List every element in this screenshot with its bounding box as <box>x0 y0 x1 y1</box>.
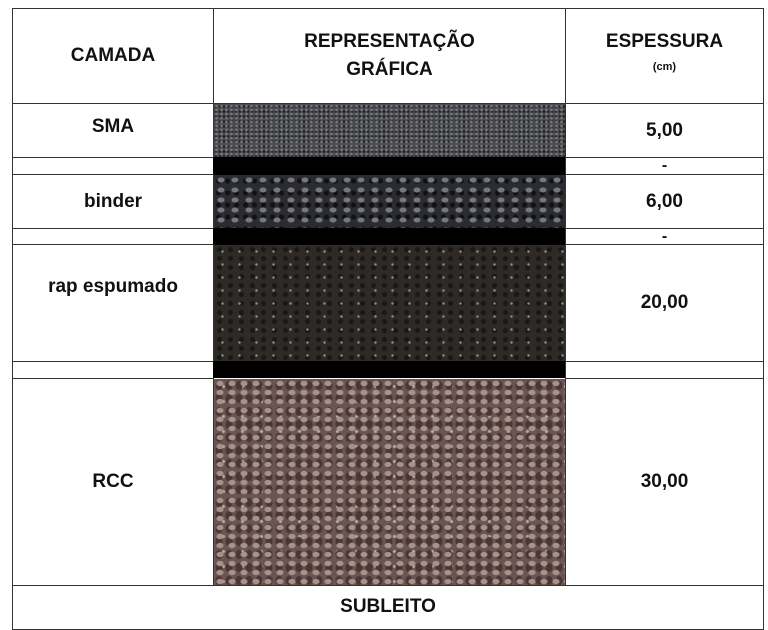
separator-cell <box>12 157 214 175</box>
layer-name-text: SMA <box>91 115 135 137</box>
header-cell: REPRESENTAÇÃO GRÁFICA <box>213 8 566 104</box>
thickness: 20,00 <box>565 244 764 362</box>
header-cell: CAMADA <box>12 8 214 104</box>
layer-name-text: rap espumado <box>48 276 178 297</box>
thickness: 30,00 <box>565 378 764 586</box>
thickness: 6,00 <box>565 174 764 229</box>
dash: - <box>661 157 668 174</box>
thickness-text: 30,00 <box>640 471 689 492</box>
thickness-text: 6,00 <box>646 190 683 212</box>
separator-cell <box>12 361 214 379</box>
footer-text: SUBLEITO <box>340 596 436 617</box>
separator-cell: - <box>565 228 764 245</box>
layer-name: RCC <box>12 378 214 586</box>
header-text: REPRESENTAÇÃO GRÁFICA <box>304 31 475 80</box>
separator-cell: - <box>565 157 764 175</box>
header-unit: (cm) <box>652 61 677 73</box>
thickness-text: 20,00 <box>640 292 689 313</box>
separator-cell <box>565 361 764 379</box>
layer-name: rap espumado <box>12 244 214 362</box>
layer-image <box>214 245 565 361</box>
footer-cell: SUBLEITO <box>12 585 764 630</box>
header-cell: ESPESSURA (cm) <box>565 8 764 104</box>
separator-band <box>213 228 566 245</box>
layer-image <box>214 379 565 585</box>
dash: - <box>661 227 668 245</box>
layer-name: SMA <box>12 103 214 158</box>
layer-image <box>214 175 565 228</box>
separator-band <box>213 361 566 378</box>
separator-cell <box>12 228 214 245</box>
separator-band <box>213 157 566 175</box>
layer-name-text: RCC <box>92 471 134 492</box>
layer-name: binder <box>12 174 214 229</box>
thickness: 5,00 <box>565 103 764 158</box>
layer-name-text: binder <box>83 190 143 212</box>
header-text: ESPESSURA <box>605 31 724 52</box>
thickness-text: 5,00 <box>646 119 683 141</box>
layer-image <box>214 104 565 157</box>
header-text: CAMADA <box>70 45 156 66</box>
